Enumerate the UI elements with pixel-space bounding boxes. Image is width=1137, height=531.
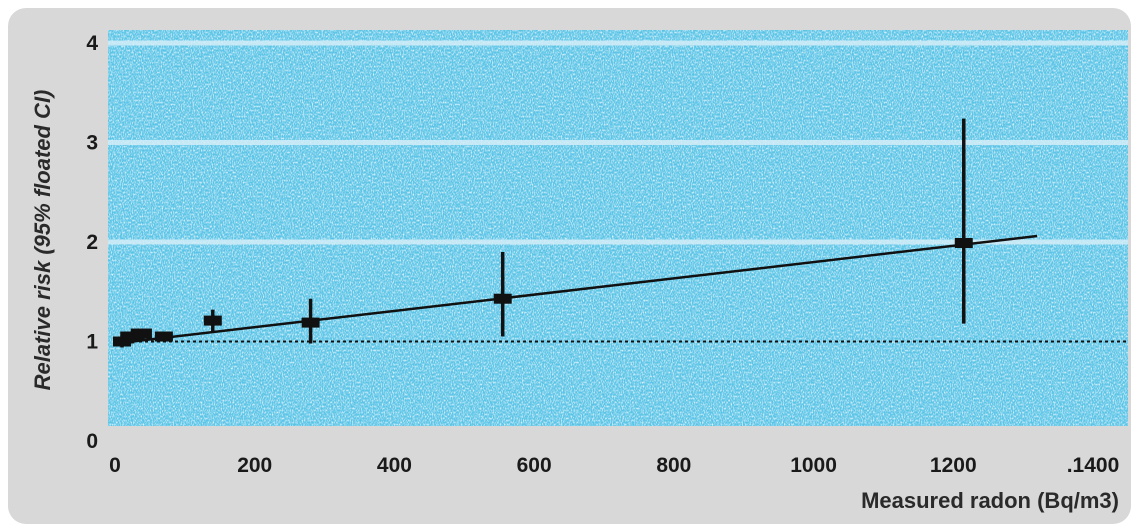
trend-line-segment	[114, 234, 1038, 345]
point-marker	[123, 331, 142, 342]
point-marker	[954, 237, 973, 248]
x-tick-label: .1400	[1067, 454, 1120, 477]
x-tick-label: 800	[656, 454, 691, 477]
x-tick-label: 1200	[930, 454, 977, 477]
x-tick-label: 200	[237, 454, 272, 477]
y-axis-title: Relative risk (95% floated CI)	[30, 90, 55, 391]
point-marker	[133, 328, 152, 339]
y-tick-label: 3	[86, 132, 98, 155]
x-tick-label: 0	[109, 454, 121, 477]
plot-texture	[108, 30, 1128, 426]
x-tick-label: 400	[377, 454, 412, 477]
data-point-6	[301, 298, 320, 344]
y-tick-label: 2	[86, 231, 98, 254]
point-marker	[493, 293, 512, 304]
point-marker	[154, 331, 173, 342]
plot-area	[108, 30, 1128, 426]
data-point-8	[954, 118, 973, 324]
chart-frame: 0 200 400 600 800 1000 1200 .1400 0 1 2 3 4 Measure…	[8, 8, 1131, 524]
data-point-4	[154, 331, 173, 342]
y-tick-label: 4	[86, 32, 98, 55]
trend-line	[114, 234, 1038, 345]
y-tick-label: 1	[86, 331, 98, 354]
x-tick-label: 1000	[790, 454, 837, 477]
data-point-1	[112, 331, 131, 348]
data-point-3	[133, 328, 152, 340]
x-axis-title: Measured radon (Bq/m3)	[861, 488, 1119, 513]
point-marker	[112, 336, 131, 347]
x-tick-label: 600	[517, 454, 552, 477]
point-marker	[203, 315, 222, 326]
data-point-2	[123, 328, 142, 344]
data-point-7	[493, 251, 512, 337]
data-point-5	[203, 309, 222, 332]
point-marker	[301, 317, 320, 328]
chart: 0 200 400 600 800 1000 1200 .1400 0 1 2 3 4 Measure…	[30, 30, 1128, 513]
y-tick-labels: 0 1 2 3 4	[86, 32, 98, 453]
x-tick-labels: 0 200 400 600 800 1000 1200 .1400	[109, 454, 1119, 477]
y-tick-label: 0	[86, 430, 98, 453]
data-points	[112, 118, 973, 348]
